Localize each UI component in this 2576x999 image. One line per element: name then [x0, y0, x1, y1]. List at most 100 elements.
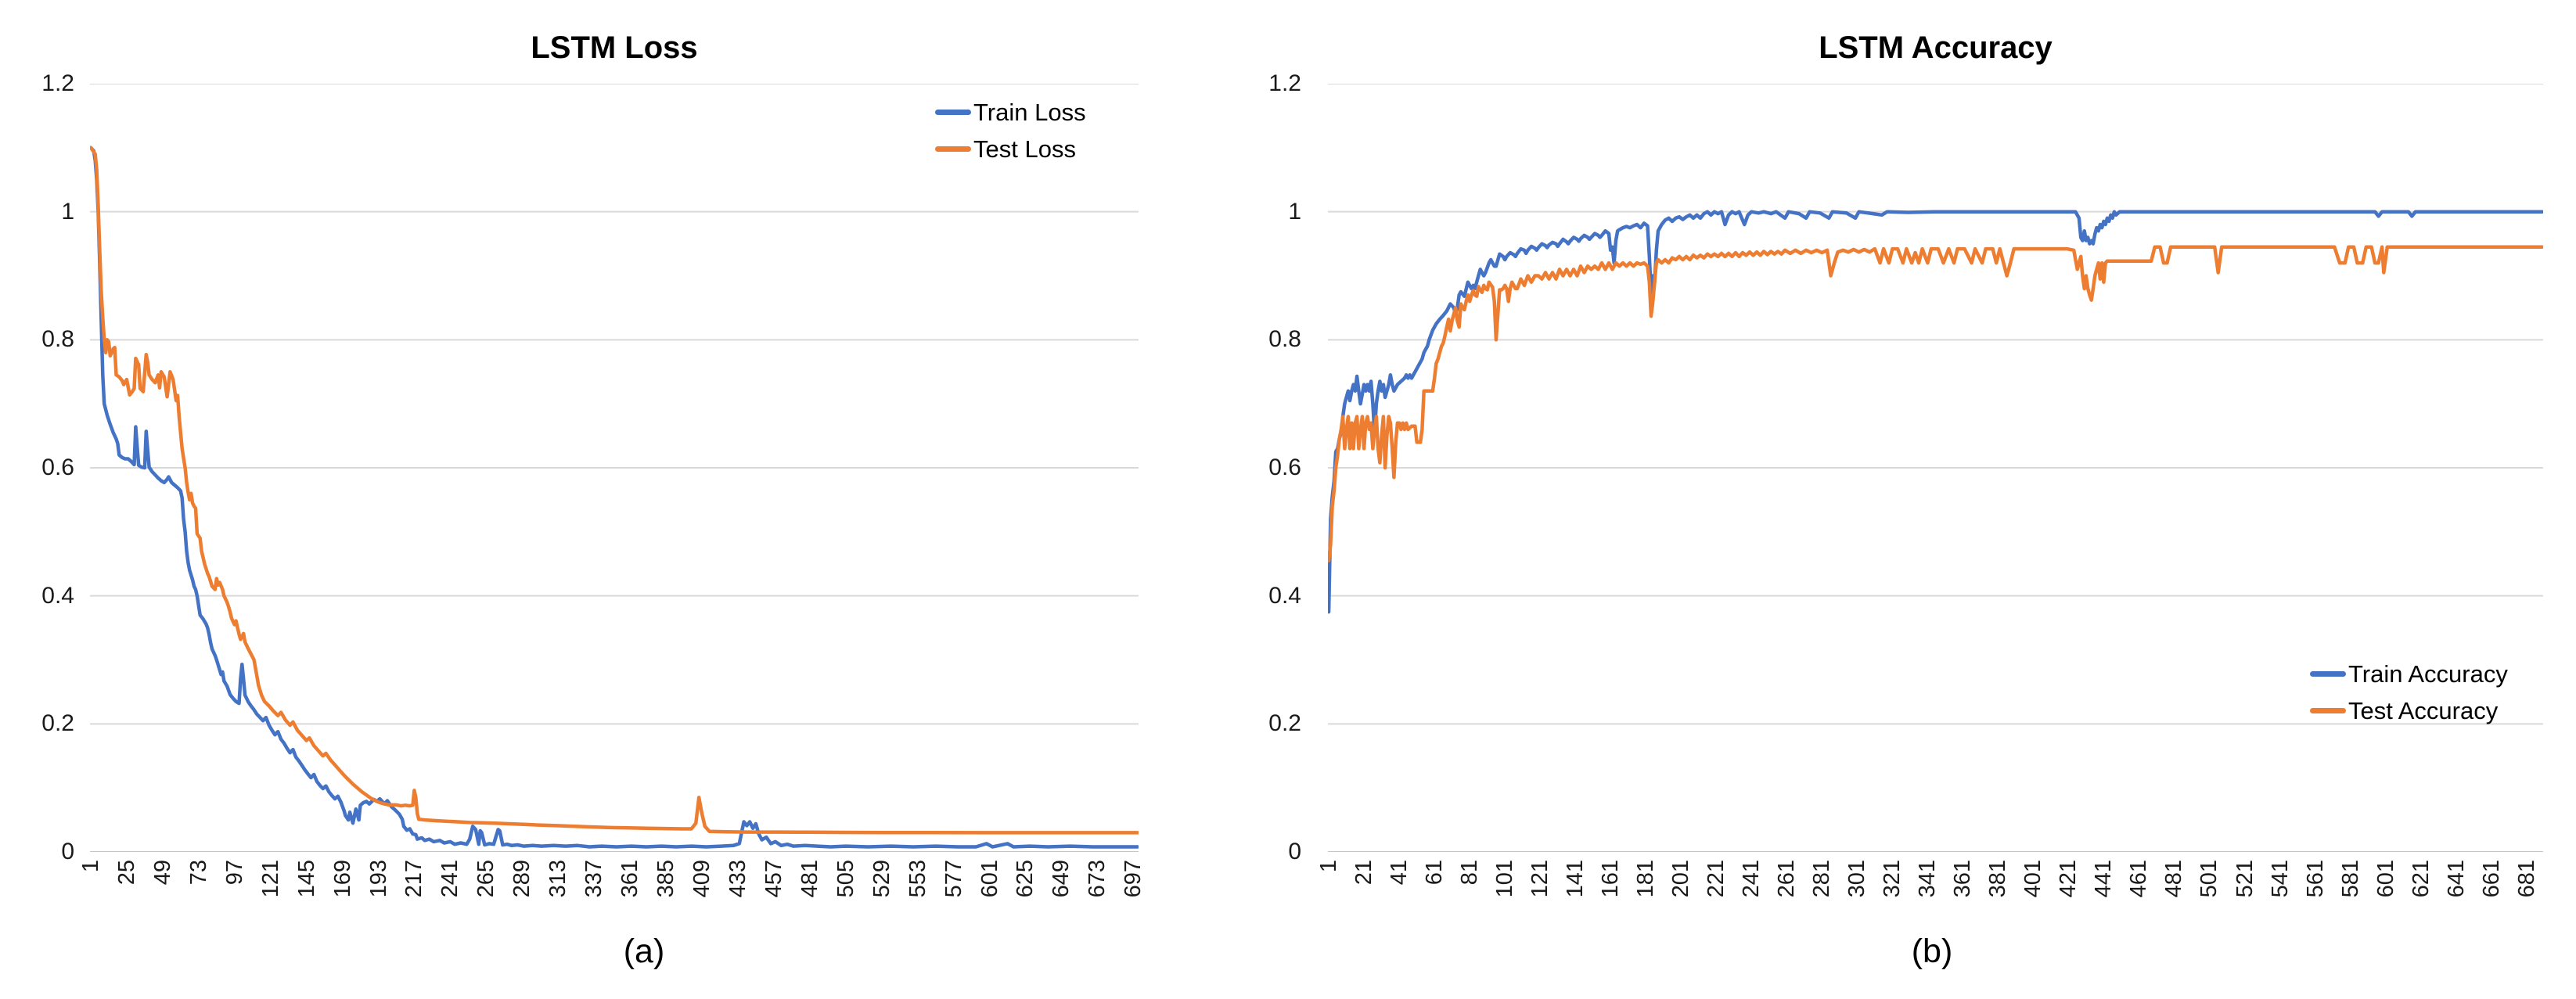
x-tick-label: 1 — [77, 860, 103, 873]
x-tick-label: 481 — [797, 860, 822, 898]
x-tick-label: 361 — [1950, 860, 1976, 898]
x-tick-label: 121 — [1527, 860, 1553, 898]
legend-label: Test Accuracy — [2348, 696, 2499, 724]
x-tick-label: 121 — [257, 860, 283, 898]
x-tick-label: 21 — [1351, 860, 1377, 886]
y-tick-label: 0.6 — [41, 455, 74, 480]
x-tick-label: 481 — [2161, 860, 2187, 898]
y-tick-label: 1 — [1288, 198, 1301, 225]
accuracy-chart-title: LSTM Accuracy — [1819, 31, 2053, 66]
x-tick-label: 265 — [473, 860, 499, 898]
x-tick-label: 161 — [1598, 860, 1624, 898]
x-tick-label: 385 — [653, 860, 679, 898]
x-tick-label: 1 — [1316, 860, 1342, 873]
loss-legend: Train Loss Test Loss — [935, 94, 1086, 167]
x-tick-label: 461 — [2126, 860, 2152, 898]
y-tick-label: 1.2 — [1268, 70, 1301, 96]
y-tick-label: 0.8 — [1268, 326, 1301, 353]
x-tick-label: 337 — [581, 860, 607, 898]
x-tick-label: 341 — [1915, 860, 1941, 898]
x-tick-label: 361 — [617, 860, 643, 898]
x-tick-label: 577 — [941, 860, 966, 898]
x-tick-label: 457 — [761, 860, 786, 898]
x-tick-label: 505 — [833, 860, 858, 898]
x-tick-label: 521 — [2232, 860, 2258, 898]
accuracy-legend: Train Accuracy Test Accuracy — [2310, 656, 2508, 729]
y-tick-label: 1 — [61, 198, 74, 225]
x-tick-label: 313 — [545, 860, 571, 898]
y-tick-label: 1.2 — [41, 70, 74, 96]
accuracy-chart: LSTM Accuracy 1.2 1 0.8 0.6 0.4 0.2 0 1 21 41 61 8… — [1268, 0, 2576, 999]
x-tick-label: 681 — [2513, 860, 2539, 898]
loss-plot-area — [90, 84, 1139, 852]
test-loss-line — [90, 146, 1139, 835]
x-tick-label: 553 — [905, 860, 930, 898]
x-tick-label: 181 — [1633, 860, 1659, 898]
x-tick-label: 601 — [2373, 860, 2398, 898]
train-accuracy-line — [1328, 210, 2543, 614]
x-tick-label: 145 — [293, 860, 319, 898]
x-tick-label: 581 — [2337, 860, 2363, 898]
x-tick-label: 241 — [437, 860, 463, 898]
lstm-loss-plot-svg — [90, 84, 1139, 852]
x-tick-label: 61 — [1422, 860, 1448, 886]
subfigure-a-caption: (a) — [623, 933, 665, 970]
lstm-accuracy-plot-svg — [1328, 84, 2543, 852]
legend-label: Train Loss — [973, 98, 1086, 126]
x-tick-label: 241 — [1739, 860, 1765, 898]
y-tick-label: 0.6 — [1268, 455, 1301, 480]
y-tick-label: 0.4 — [1268, 582, 1301, 609]
x-tick-label: 529 — [869, 860, 894, 898]
loss-chart-title: LSTM Loss — [531, 31, 698, 66]
x-tick-label: 81 — [1457, 860, 1483, 886]
accuracy-plot-area — [1328, 84, 2543, 852]
x-tick-label: 221 — [1704, 860, 1729, 898]
loss-chart: LSTM Loss 1.2 1 0.8 0.6 0.4 0.2 0 1 25 49 73 97 121… — [41, 31, 1146, 970]
legend-item-test-accuracy: Test Accuracy — [2310, 692, 2508, 729]
train-loss-swatch-icon — [935, 110, 971, 115]
x-tick-label: 401 — [2020, 860, 2046, 898]
x-tick-label: 561 — [2302, 860, 2328, 898]
x-tick-label: 217 — [401, 860, 427, 898]
x-tick-label: 409 — [689, 860, 714, 898]
x-tick-label: 673 — [1085, 860, 1110, 898]
subfigure-b-caption: (b) — [1911, 933, 1953, 970]
test-accuracy-swatch-icon — [2310, 708, 2346, 713]
x-tick-label: 301 — [1844, 860, 1870, 898]
test-loss-swatch-icon — [935, 146, 971, 152]
x-tick-label: 73 — [185, 860, 211, 886]
x-tick-label: 421 — [2056, 860, 2081, 898]
x-tick-label: 201 — [1668, 860, 1694, 898]
x-tick-label: 193 — [365, 860, 391, 898]
y-tick-label: 0.4 — [41, 582, 74, 609]
x-tick-label: 101 — [1492, 860, 1518, 898]
y-tick-label: 0 — [61, 839, 74, 864]
x-tick-label: 697 — [1121, 860, 1146, 898]
x-tick-label: 641 — [2443, 860, 2469, 898]
x-tick-label: 433 — [725, 860, 750, 898]
y-tick-label: 0 — [1288, 839, 1301, 864]
x-tick-label: 621 — [2408, 860, 2434, 898]
x-tick-label: 41 — [1387, 860, 1412, 886]
y-tick-label: 0.2 — [41, 710, 74, 737]
x-tick-label: 321 — [1880, 860, 1905, 898]
x-tick-label: 649 — [1049, 860, 1074, 898]
test-accuracy-line — [1328, 245, 2543, 562]
legend-item-test-loss: Test Loss — [935, 131, 1086, 167]
train-accuracy-swatch-icon — [2310, 671, 2346, 677]
x-tick-label: 289 — [509, 860, 535, 898]
legend-item-train-accuracy: Train Accuracy — [2310, 656, 2508, 692]
x-tick-label: 281 — [1809, 860, 1835, 898]
x-tick-label: 261 — [1774, 860, 1800, 898]
y-tick-label: 0.2 — [1268, 710, 1301, 737]
x-tick-label: 97 — [221, 860, 247, 886]
x-tick-label: 381 — [1985, 860, 2011, 898]
legend-item-train-loss: Train Loss — [935, 94, 1086, 131]
x-tick-label: 625 — [1013, 860, 1038, 898]
x-tick-label: 661 — [2478, 860, 2504, 898]
train-loss-line — [90, 146, 1139, 849]
x-tick-label: 169 — [329, 860, 355, 898]
x-tick-label: 541 — [2267, 860, 2293, 898]
x-tick-label: 441 — [2091, 860, 2117, 898]
